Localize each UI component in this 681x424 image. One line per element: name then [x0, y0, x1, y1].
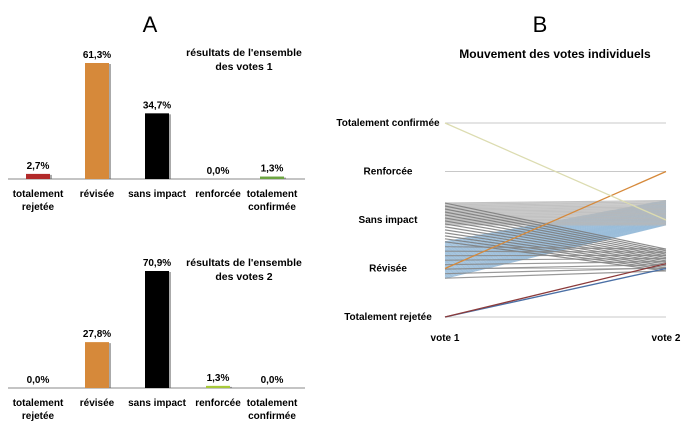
- x-axis-label: vote 2: [652, 333, 681, 344]
- bar-value-label: 61,3%: [83, 50, 111, 61]
- vote-movement-line: [444, 238, 667, 270]
- vote-movement-line: [444, 257, 667, 261]
- bar-value-label: 0,0%: [27, 375, 50, 386]
- movement-chart-title: Mouvement des votes individuels: [459, 47, 651, 61]
- movement-chart: Totalement rejetée Révisée Sans impact Renf…: [336, 118, 680, 344]
- category-label: rejetée: [22, 411, 55, 422]
- level-label: Révisée: [369, 264, 407, 275]
- bar-5-shadow: [284, 177, 286, 179]
- vote-movement-line: [444, 202, 667, 250]
- vote-movement-line: [444, 205, 667, 252]
- bar-1-shadow: [50, 174, 52, 179]
- vote-movement-line: [444, 217, 667, 259]
- vote-movement-line: [444, 226, 667, 264]
- vote-movement-line: [444, 263, 667, 318]
- vote-movement-line: [444, 205, 667, 209]
- category-label: sans impact: [128, 189, 186, 200]
- vote-movement-line: [444, 210, 667, 213]
- category-label: totalement: [247, 398, 298, 409]
- bar-3: [145, 271, 169, 388]
- vote-movement-line: [444, 203, 667, 208]
- vote-movement-line: [444, 211, 667, 255]
- vote-movement-line: [444, 246, 667, 250]
- category-label: totalement: [247, 189, 298, 200]
- bar-3: [145, 113, 169, 179]
- vote-movement-line: [444, 212, 667, 216]
- bar-chart-1-title-line-1: résultats de l'ensemble: [186, 47, 302, 59]
- vote-movement-line: [444, 216, 667, 219]
- vote-movement-line: [444, 170, 667, 270]
- bar-value-label: 1,3%: [261, 164, 284, 175]
- vote-movement-line: [444, 267, 667, 318]
- vote-movement-line: [444, 250, 667, 253]
- vote-movement-line: [444, 264, 667, 270]
- x-axis-label: vote 1: [431, 333, 460, 344]
- level-label: Totalement confirmée: [336, 118, 440, 129]
- category-label: révisée: [80, 398, 115, 409]
- bar-chart-2-title-line-1: résultats de l'ensemble: [186, 257, 302, 269]
- bar-value-label: 27,8%: [83, 329, 111, 340]
- vote-movement-line: [444, 214, 667, 217]
- panel-b-letter: B: [533, 12, 548, 37]
- bar-chart-votes-1: résultats de l'ensemble des votes 1 2,7%…: [8, 47, 305, 213]
- bar-3-shadow: [169, 114, 171, 179]
- vote-movement-line: [444, 267, 667, 275]
- level-label: Sans impact: [359, 215, 419, 226]
- bar-value-label: 34,7%: [143, 100, 171, 111]
- bar-value-label: 1,3%: [207, 373, 230, 384]
- vote-movement-line: [444, 220, 667, 273]
- vote-movement-line: [444, 207, 667, 211]
- category-label: renforcée: [195, 189, 241, 200]
- panel-a-letter: A: [143, 12, 158, 37]
- vote-movement-line: [444, 223, 667, 262]
- bar-1: [26, 173, 50, 179]
- category-label: totalement: [13, 189, 64, 200]
- level-label: Renforcée: [364, 167, 413, 178]
- level-label: Totalement rejetée: [344, 312, 432, 323]
- category-label: totalement: [13, 398, 64, 409]
- vote-movement-line: [444, 200, 667, 204]
- bar-2: [85, 342, 109, 388]
- vote-movement-line: [444, 232, 667, 267]
- bar-2: [85, 63, 109, 179]
- category-label: renforcée: [195, 398, 241, 409]
- bar-value-label: 0,0%: [261, 375, 284, 386]
- category-label: révisée: [80, 189, 115, 200]
- vote-movement-line: [444, 205, 667, 250]
- category-label: confirmée: [248, 202, 296, 213]
- bar-2-shadow: [109, 64, 111, 179]
- bar-chart-1-title-line-2: des votes 1: [215, 61, 272, 73]
- category-label: confirmée: [248, 411, 296, 422]
- bar-value-label: 2,7%: [27, 161, 50, 172]
- bar-4-shadow: [230, 386, 232, 388]
- vote-movement-line: [444, 122, 667, 221]
- bar-5: [260, 176, 284, 179]
- vote-movement-line: [444, 220, 667, 260]
- category-label: sans impact: [128, 398, 186, 409]
- vote-movement-line: [444, 206, 667, 210]
- vote-movement-line: [444, 201, 667, 205]
- bar-3-shadow: [169, 272, 171, 388]
- bar-value-label: 70,9%: [143, 258, 171, 269]
- bar-chart-votes-2: résultats de l'ensemble des votes 2 0,0%…: [8, 257, 305, 422]
- category-label: rejetée: [22, 202, 55, 213]
- bar-chart-2-title-line-2: des votes 2: [215, 271, 272, 283]
- bar-2-shadow: [109, 343, 111, 388]
- bar-value-label: 0,0%: [207, 166, 230, 177]
- vote-movement-line: [444, 208, 667, 254]
- vote-movement-line: [444, 260, 667, 266]
- bar-4: [206, 385, 230, 388]
